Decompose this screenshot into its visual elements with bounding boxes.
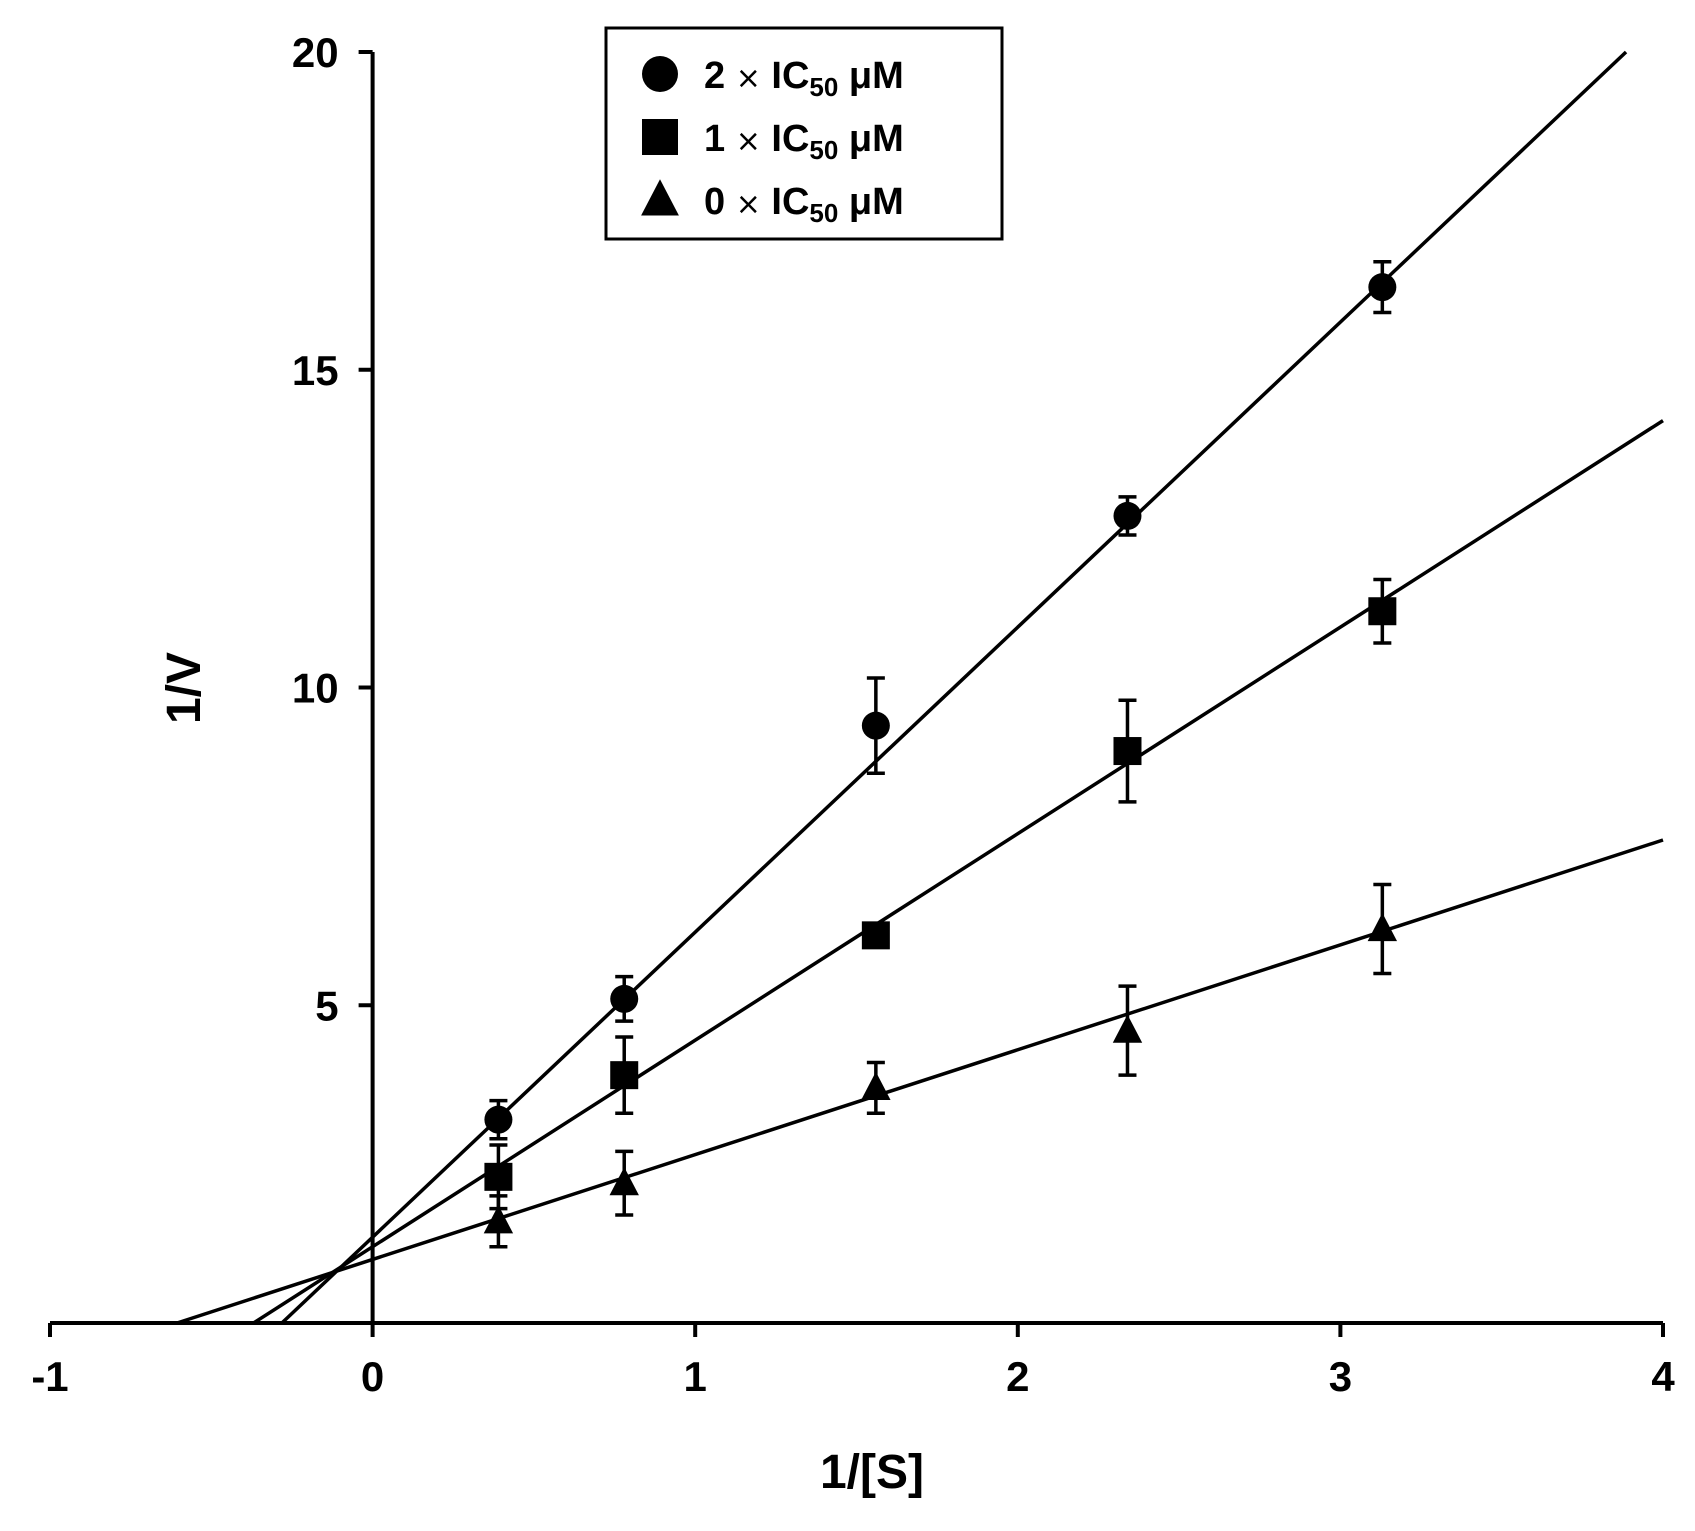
data-point-circle bbox=[861, 711, 890, 740]
error-bars bbox=[489, 259, 1392, 1249]
fit-line-series-0 bbox=[280, 50, 1628, 1325]
fit-line-series-1 bbox=[252, 419, 1664, 1325]
data-point-square bbox=[1368, 597, 1397, 626]
legend-marker-triangle bbox=[641, 179, 679, 216]
legend-item: 1 × IC50 μM bbox=[642, 118, 904, 165]
x-tick-label: 1 bbox=[684, 1353, 707, 1400]
data-point-square bbox=[484, 1162, 513, 1191]
data-point-square bbox=[610, 1061, 639, 1090]
data-point-circle bbox=[484, 1105, 513, 1134]
x-tick-label: 4 bbox=[1651, 1353, 1675, 1400]
data-point-square bbox=[861, 921, 890, 950]
legend-label-ic: IC bbox=[761, 181, 810, 223]
legend-label-lead: 0 bbox=[704, 181, 736, 223]
data-point-circle bbox=[1113, 501, 1142, 530]
data-point-triangle bbox=[1367, 912, 1398, 942]
data-point-square bbox=[1113, 737, 1142, 766]
data-markers bbox=[483, 273, 1398, 1234]
x-tick-label: 0 bbox=[361, 1353, 384, 1400]
y-tick-label: 15 bbox=[292, 347, 339, 394]
legend-label-times: × bbox=[736, 187, 761, 222]
y-tick-label: 5 bbox=[315, 982, 338, 1029]
legend-label-ic: IC bbox=[761, 118, 810, 160]
y-axis-title: 1/V bbox=[158, 652, 211, 724]
legend-label-unit: μM bbox=[838, 181, 903, 223]
legend-marker-circle bbox=[642, 56, 678, 92]
data-point-circle bbox=[1368, 273, 1397, 302]
legend-label-sub: 50 bbox=[809, 72, 838, 102]
x-axis-title: 1/[S] bbox=[820, 1446, 924, 1499]
x-tick-label: 2 bbox=[1006, 1353, 1029, 1400]
legend-label: 1 × IC50 μM bbox=[704, 118, 904, 165]
legend: 2 × IC50 μM1 × IC50 μM0 × IC50 μM bbox=[604, 26, 1004, 241]
legend-label-lead: 1 bbox=[704, 118, 736, 160]
legend-label-unit: μM bbox=[838, 55, 903, 97]
data-point-triangle bbox=[1112, 1014, 1143, 1043]
data-point-triangle bbox=[609, 1167, 639, 1196]
legend-label-sub: 50 bbox=[809, 198, 838, 228]
data-point-triangle bbox=[483, 1205, 514, 1234]
fit-line-series-2 bbox=[176, 838, 1664, 1325]
legend-label-times: × bbox=[736, 61, 761, 96]
legend-label-unit: μM bbox=[838, 118, 903, 160]
data-point-triangle bbox=[861, 1071, 891, 1100]
legend-marker-square bbox=[642, 119, 678, 155]
fit-lines bbox=[176, 50, 1664, 1325]
y-tick-label: 10 bbox=[292, 665, 339, 712]
data-point-circle bbox=[610, 984, 639, 1013]
legend-label-sub: 50 bbox=[809, 135, 838, 165]
legend-item: 0 × IC50 μM bbox=[641, 179, 904, 228]
y-tick-label: 20 bbox=[292, 29, 339, 76]
legend-item: 2 × IC50 μM bbox=[642, 55, 904, 102]
legend-label: 0 × IC50 μM bbox=[704, 181, 904, 228]
x-tick-label: 3 bbox=[1329, 1353, 1352, 1400]
legend-label-times: × bbox=[736, 124, 761, 159]
legend-label-lead: 2 bbox=[704, 55, 736, 97]
x-tick-label: -1 bbox=[31, 1353, 68, 1400]
legend-label-ic: IC bbox=[761, 55, 810, 97]
legend-label: 2 × IC50 μM bbox=[704, 55, 904, 102]
